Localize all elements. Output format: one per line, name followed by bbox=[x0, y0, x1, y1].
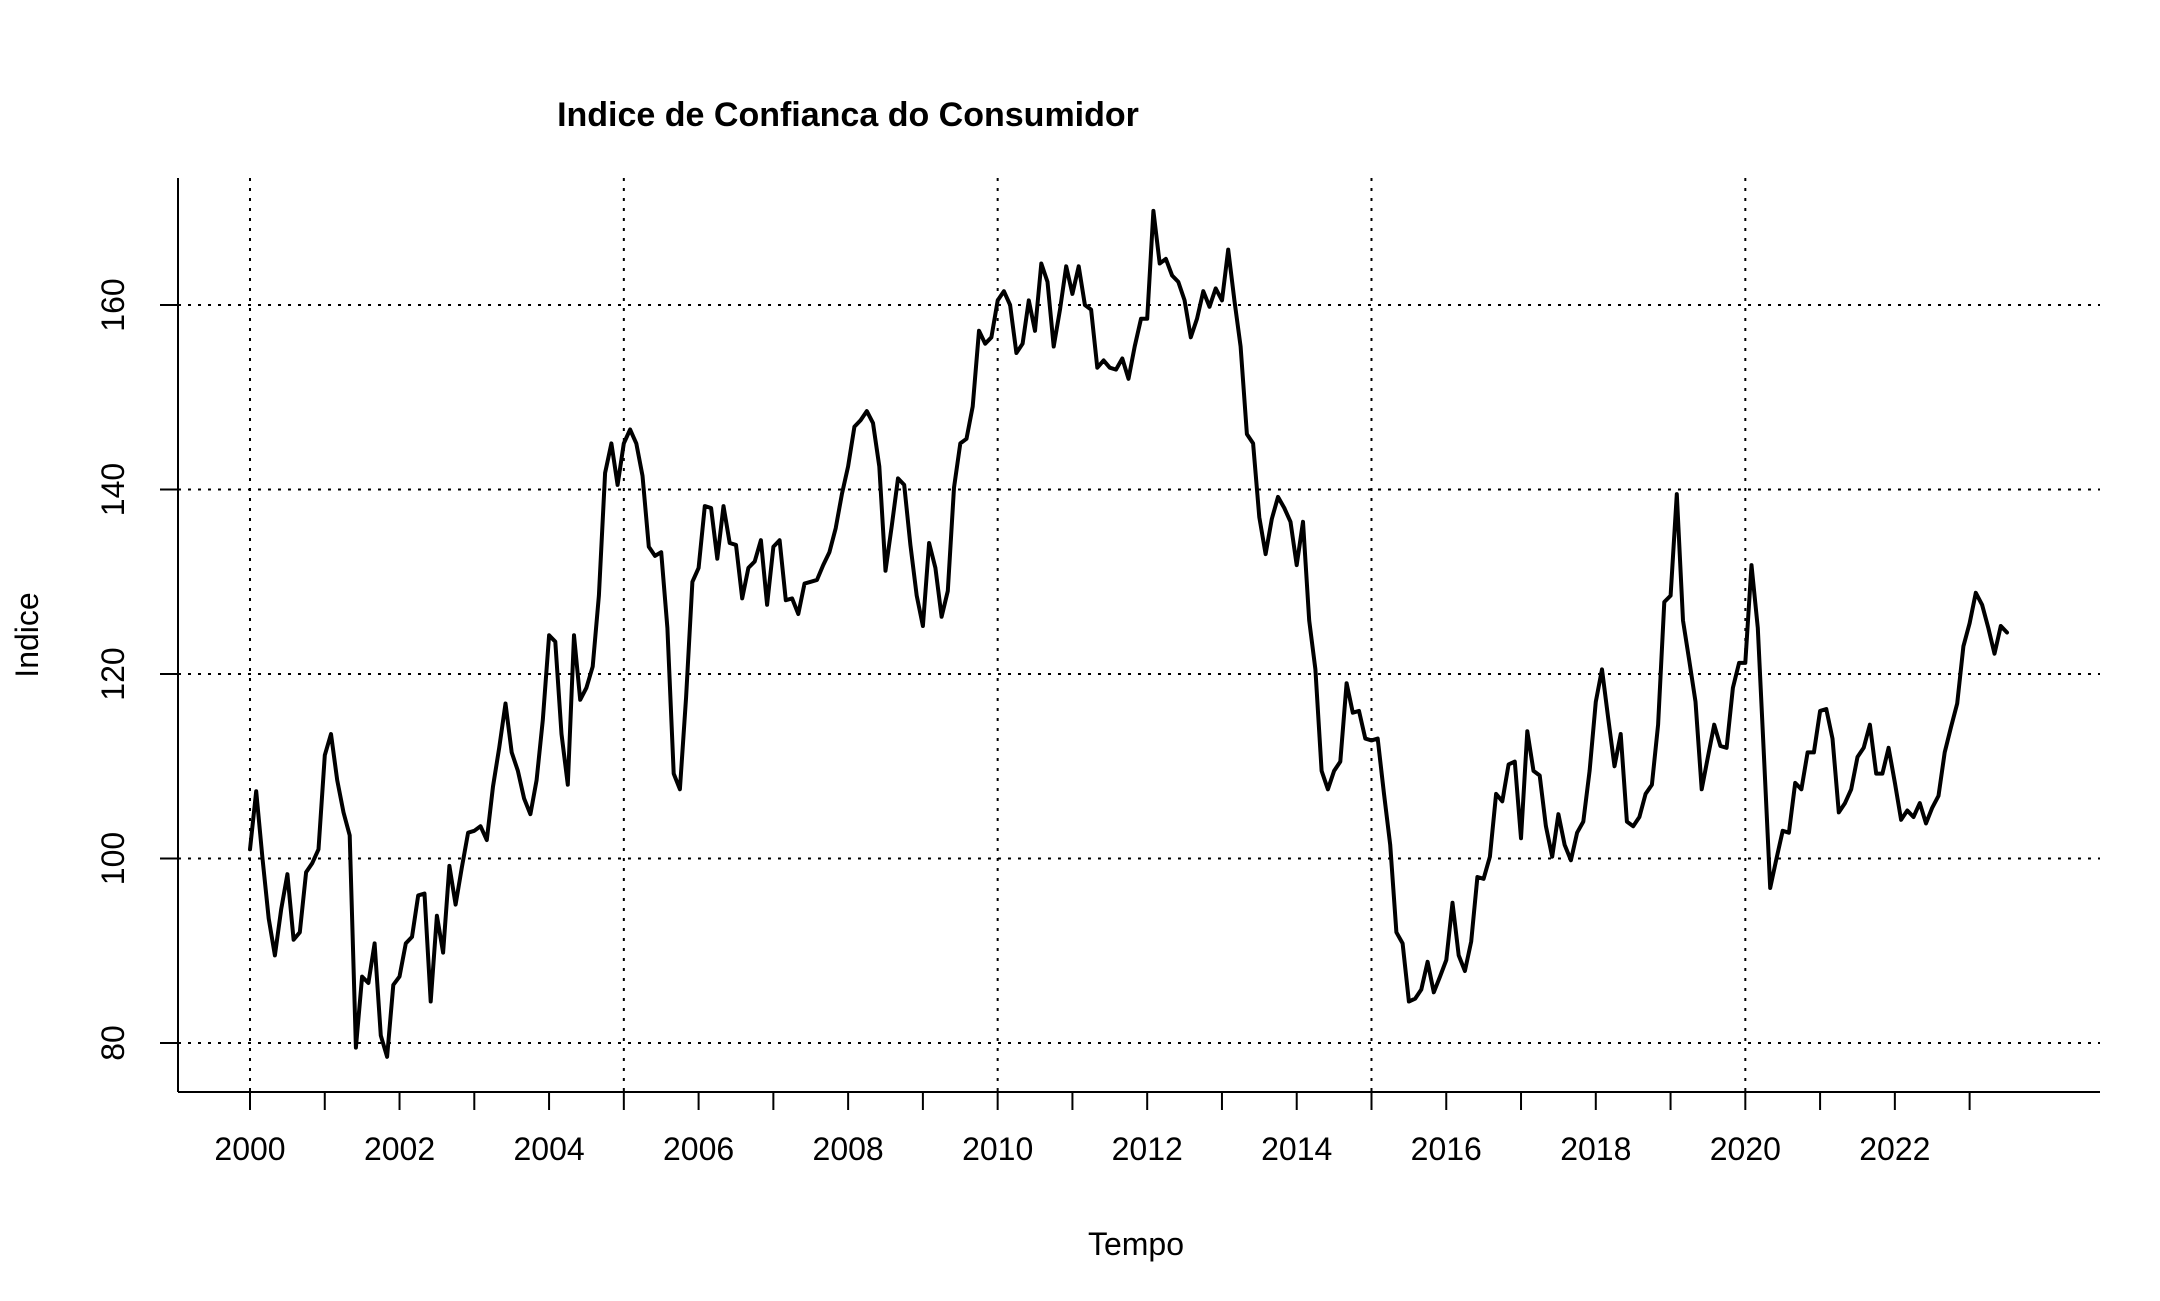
y-axis-label: Indice bbox=[9, 592, 45, 677]
series-line bbox=[248, 208, 2009, 1059]
x-axis-label: Tempo bbox=[1088, 1226, 1184, 1262]
y-tick-label: 120 bbox=[95, 647, 131, 700]
x-tick-label: 2018 bbox=[1560, 1131, 1631, 1167]
y-tick-label: 160 bbox=[95, 278, 131, 331]
y-tick-label: 140 bbox=[95, 463, 131, 516]
x-tick-label: 2004 bbox=[513, 1131, 584, 1167]
x-tick-label: 2006 bbox=[663, 1131, 734, 1167]
x-tick-label: 2010 bbox=[962, 1131, 1033, 1167]
y-tick-label: 100 bbox=[95, 832, 131, 885]
axes: 2000 2002 2004 2006 2008 2010 2012 2014 2016 2018… bbox=[95, 178, 2100, 1167]
x-tick-label: 2000 bbox=[214, 1131, 285, 1167]
x-tick-label: 2022 bbox=[1859, 1131, 1930, 1167]
x-tick-label: 2016 bbox=[1411, 1131, 1482, 1167]
data-series bbox=[248, 208, 2009, 1059]
x-tick-label: 2012 bbox=[1112, 1131, 1183, 1167]
y-tick-label: 80 bbox=[95, 1025, 131, 1061]
chart-title: Indice de Confianca do Consumidor bbox=[557, 96, 1139, 134]
grid-lines bbox=[178, 178, 2100, 1092]
x-tick-label: 2002 bbox=[364, 1131, 435, 1167]
x-tick-label: 2014 bbox=[1261, 1131, 1332, 1167]
x-tick-label: 2008 bbox=[813, 1131, 884, 1167]
x-tick-label: 2020 bbox=[1710, 1131, 1781, 1167]
